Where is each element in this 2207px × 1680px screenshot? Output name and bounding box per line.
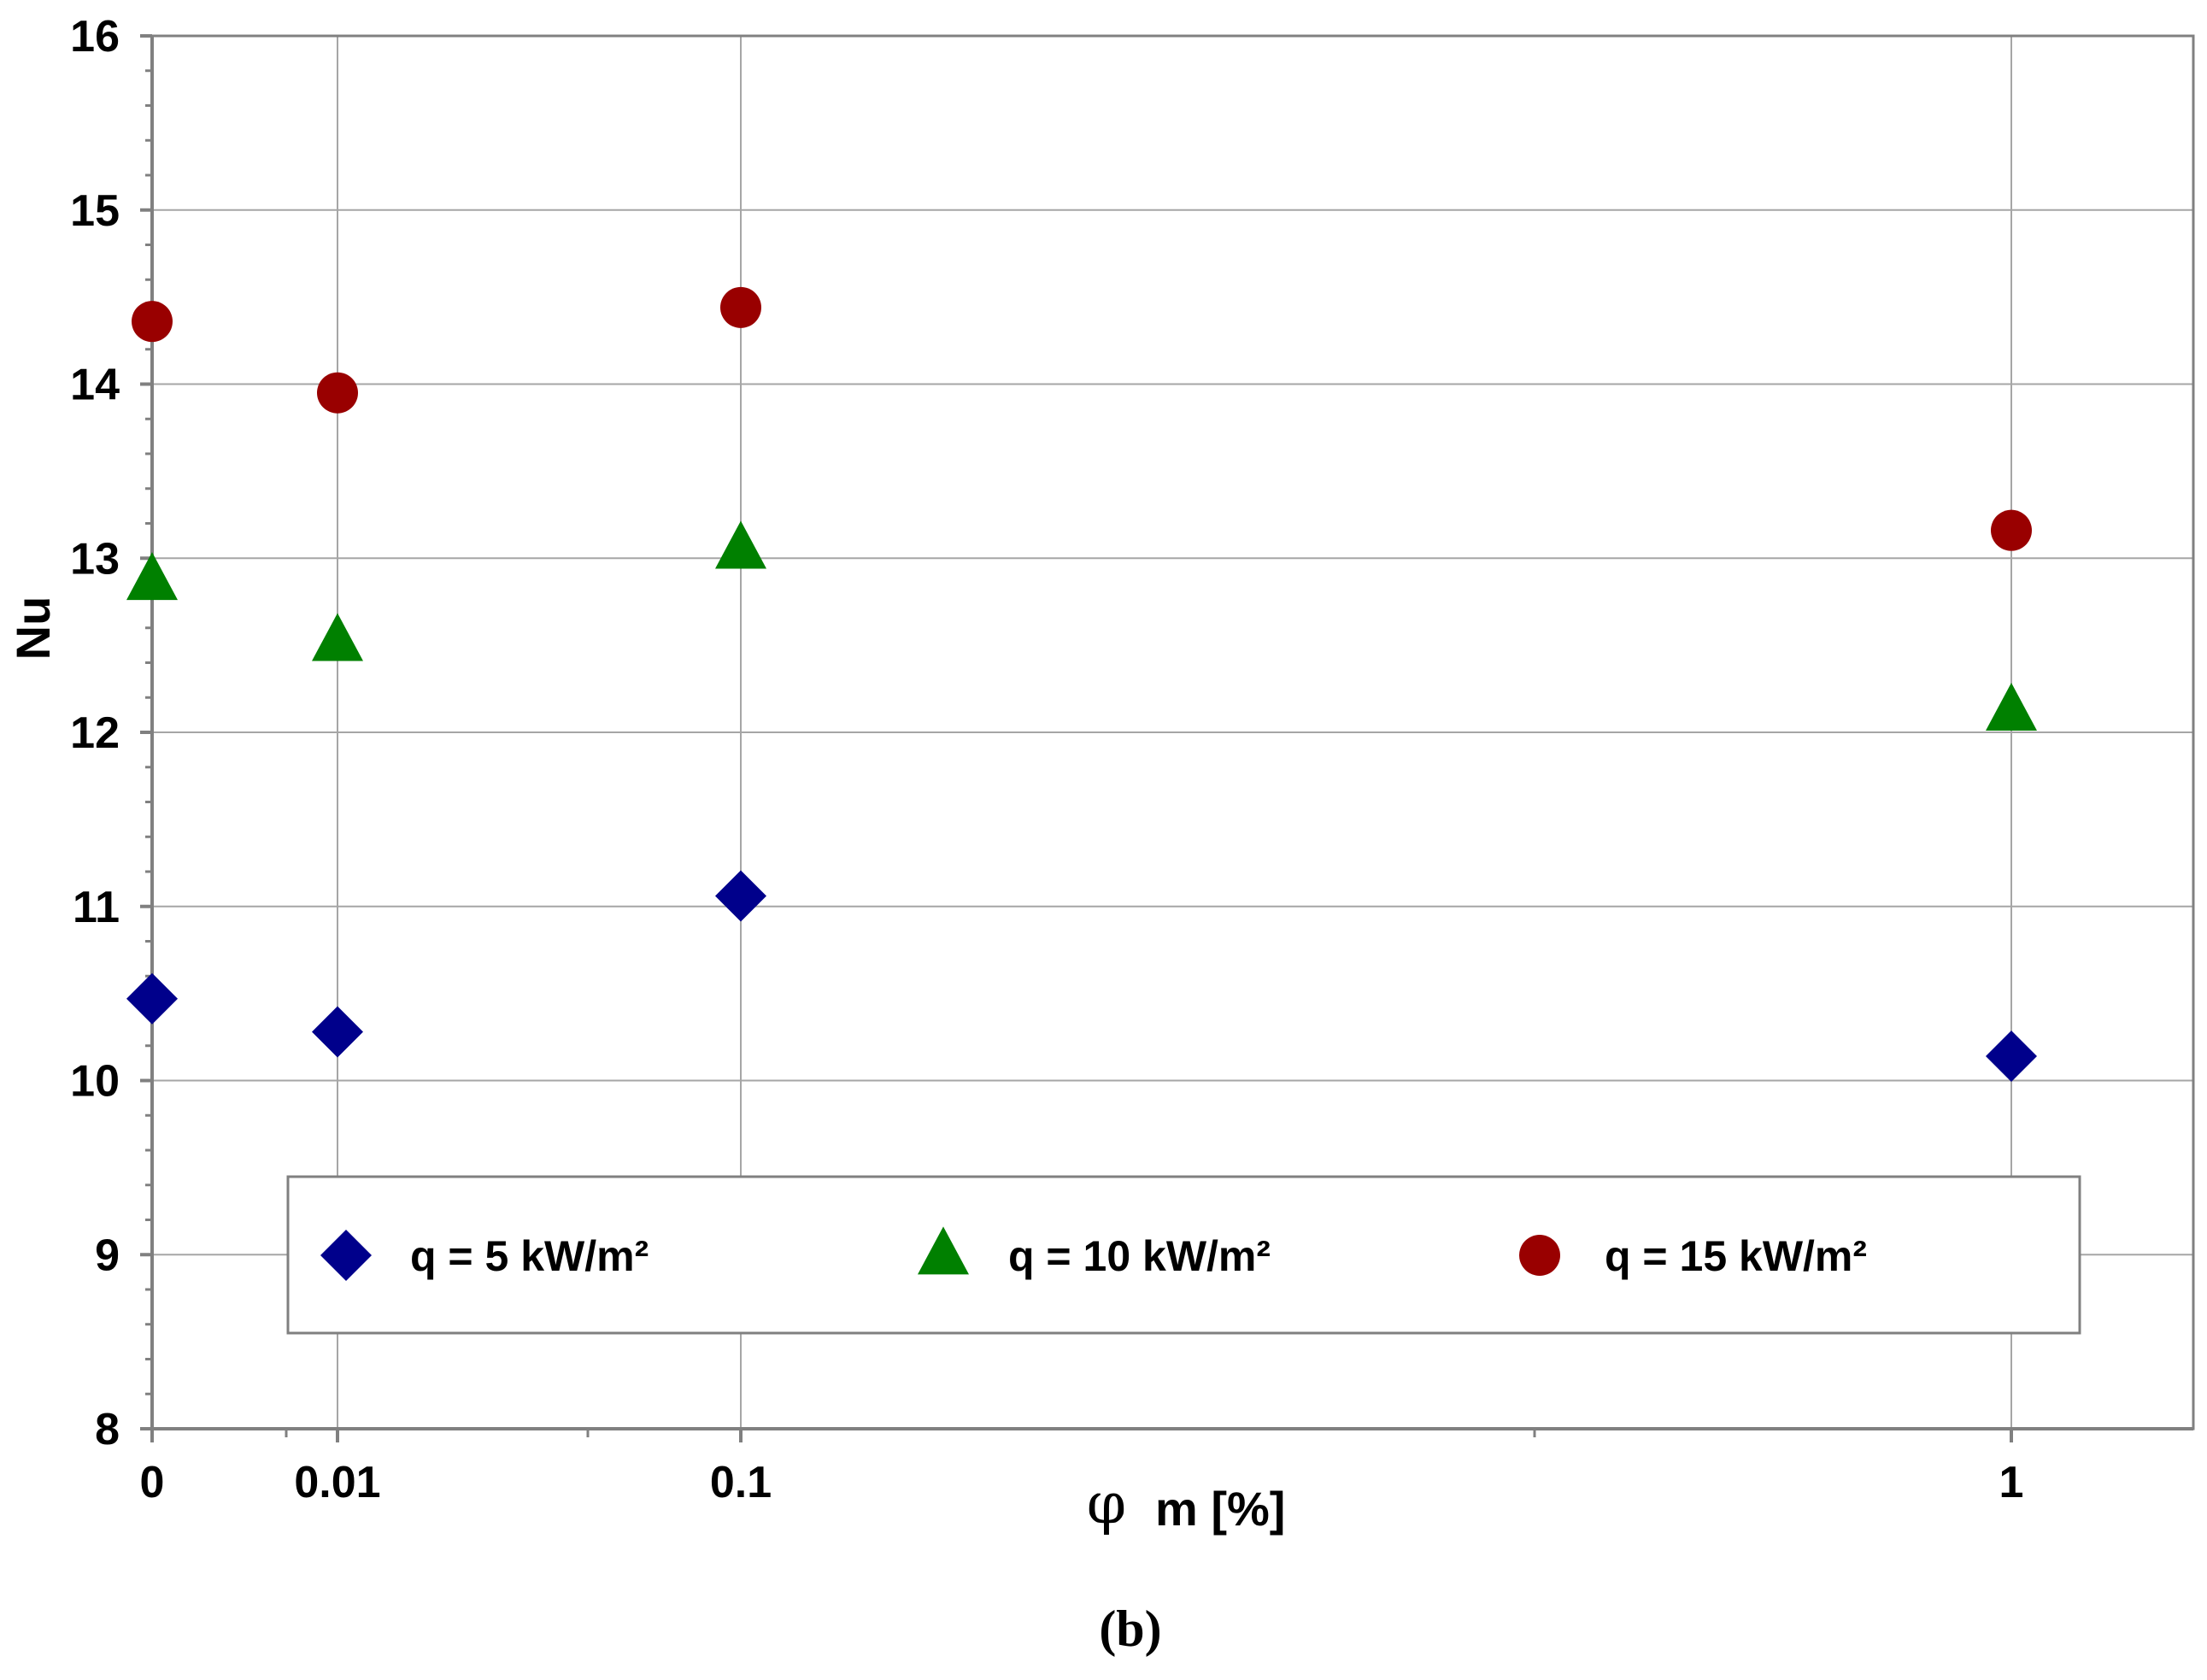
diamond-marker bbox=[126, 972, 178, 1025]
diamond-marker bbox=[312, 1006, 363, 1058]
legend-box bbox=[286, 1175, 2081, 1335]
x-tick-label: 0.1 bbox=[710, 1458, 772, 1507]
y-tick-label: 11 bbox=[73, 883, 120, 932]
y-tick-label: 9 bbox=[95, 1231, 120, 1280]
triangle-marker bbox=[1986, 682, 2037, 731]
x-tick-label: 0.01 bbox=[294, 1458, 380, 1507]
legend-label: q = 5 kW/m² bbox=[410, 1232, 649, 1280]
legend-label: q = 10 kW/m² bbox=[1008, 1232, 1271, 1280]
figure-caption: (b) bbox=[1099, 1601, 1161, 1657]
legend-diamond-marker bbox=[320, 1230, 372, 1281]
y-tick-label: 16 bbox=[70, 12, 120, 62]
y-axis-tick-labels: 8 9 10 11 12 13 14 15 16 bbox=[70, 12, 120, 1454]
x-tick-label: 0 bbox=[140, 1458, 165, 1507]
y-tick-label: 15 bbox=[70, 186, 120, 236]
circle-marker bbox=[720, 286, 761, 328]
diamond-marker bbox=[1986, 1030, 2037, 1082]
legend-label: q = 15 kW/m² bbox=[1605, 1232, 1867, 1280]
y-axis-title: Nu bbox=[6, 596, 60, 661]
x-axis-ticks bbox=[150, 1429, 2013, 1442]
circle-marker bbox=[132, 301, 173, 343]
circle-marker bbox=[1991, 509, 2032, 551]
y-tick-label: 14 bbox=[70, 361, 120, 410]
y-tick-label: 8 bbox=[95, 1405, 120, 1454]
legend-circle-marker bbox=[1519, 1235, 1560, 1276]
diamond-marker bbox=[715, 870, 766, 922]
y-tick-label: 13 bbox=[70, 534, 120, 584]
triangle-marker bbox=[715, 520, 766, 569]
legend-triangle-marker bbox=[918, 1226, 969, 1275]
y-tick-label: 10 bbox=[70, 1057, 120, 1107]
circle-marker bbox=[317, 372, 358, 414]
legend: q = 5 kW/m² q = 10 kW/m² q = 15 kW/m² bbox=[320, 1226, 1867, 1281]
y-axis-ticks bbox=[140, 34, 152, 1430]
x-tick-label: 1 bbox=[1999, 1458, 2024, 1507]
data-markers bbox=[126, 286, 2037, 1082]
triangle-marker bbox=[312, 613, 363, 661]
triangle-marker bbox=[126, 552, 178, 601]
x-axis-title-text: m [%] bbox=[1155, 1482, 1285, 1536]
y-tick-label: 12 bbox=[70, 708, 120, 758]
x-axis-title-symbol: φ bbox=[1087, 1471, 1126, 1536]
x-axis-tick-labels: 0 0.01 0.1 1 bbox=[140, 1458, 2024, 1507]
